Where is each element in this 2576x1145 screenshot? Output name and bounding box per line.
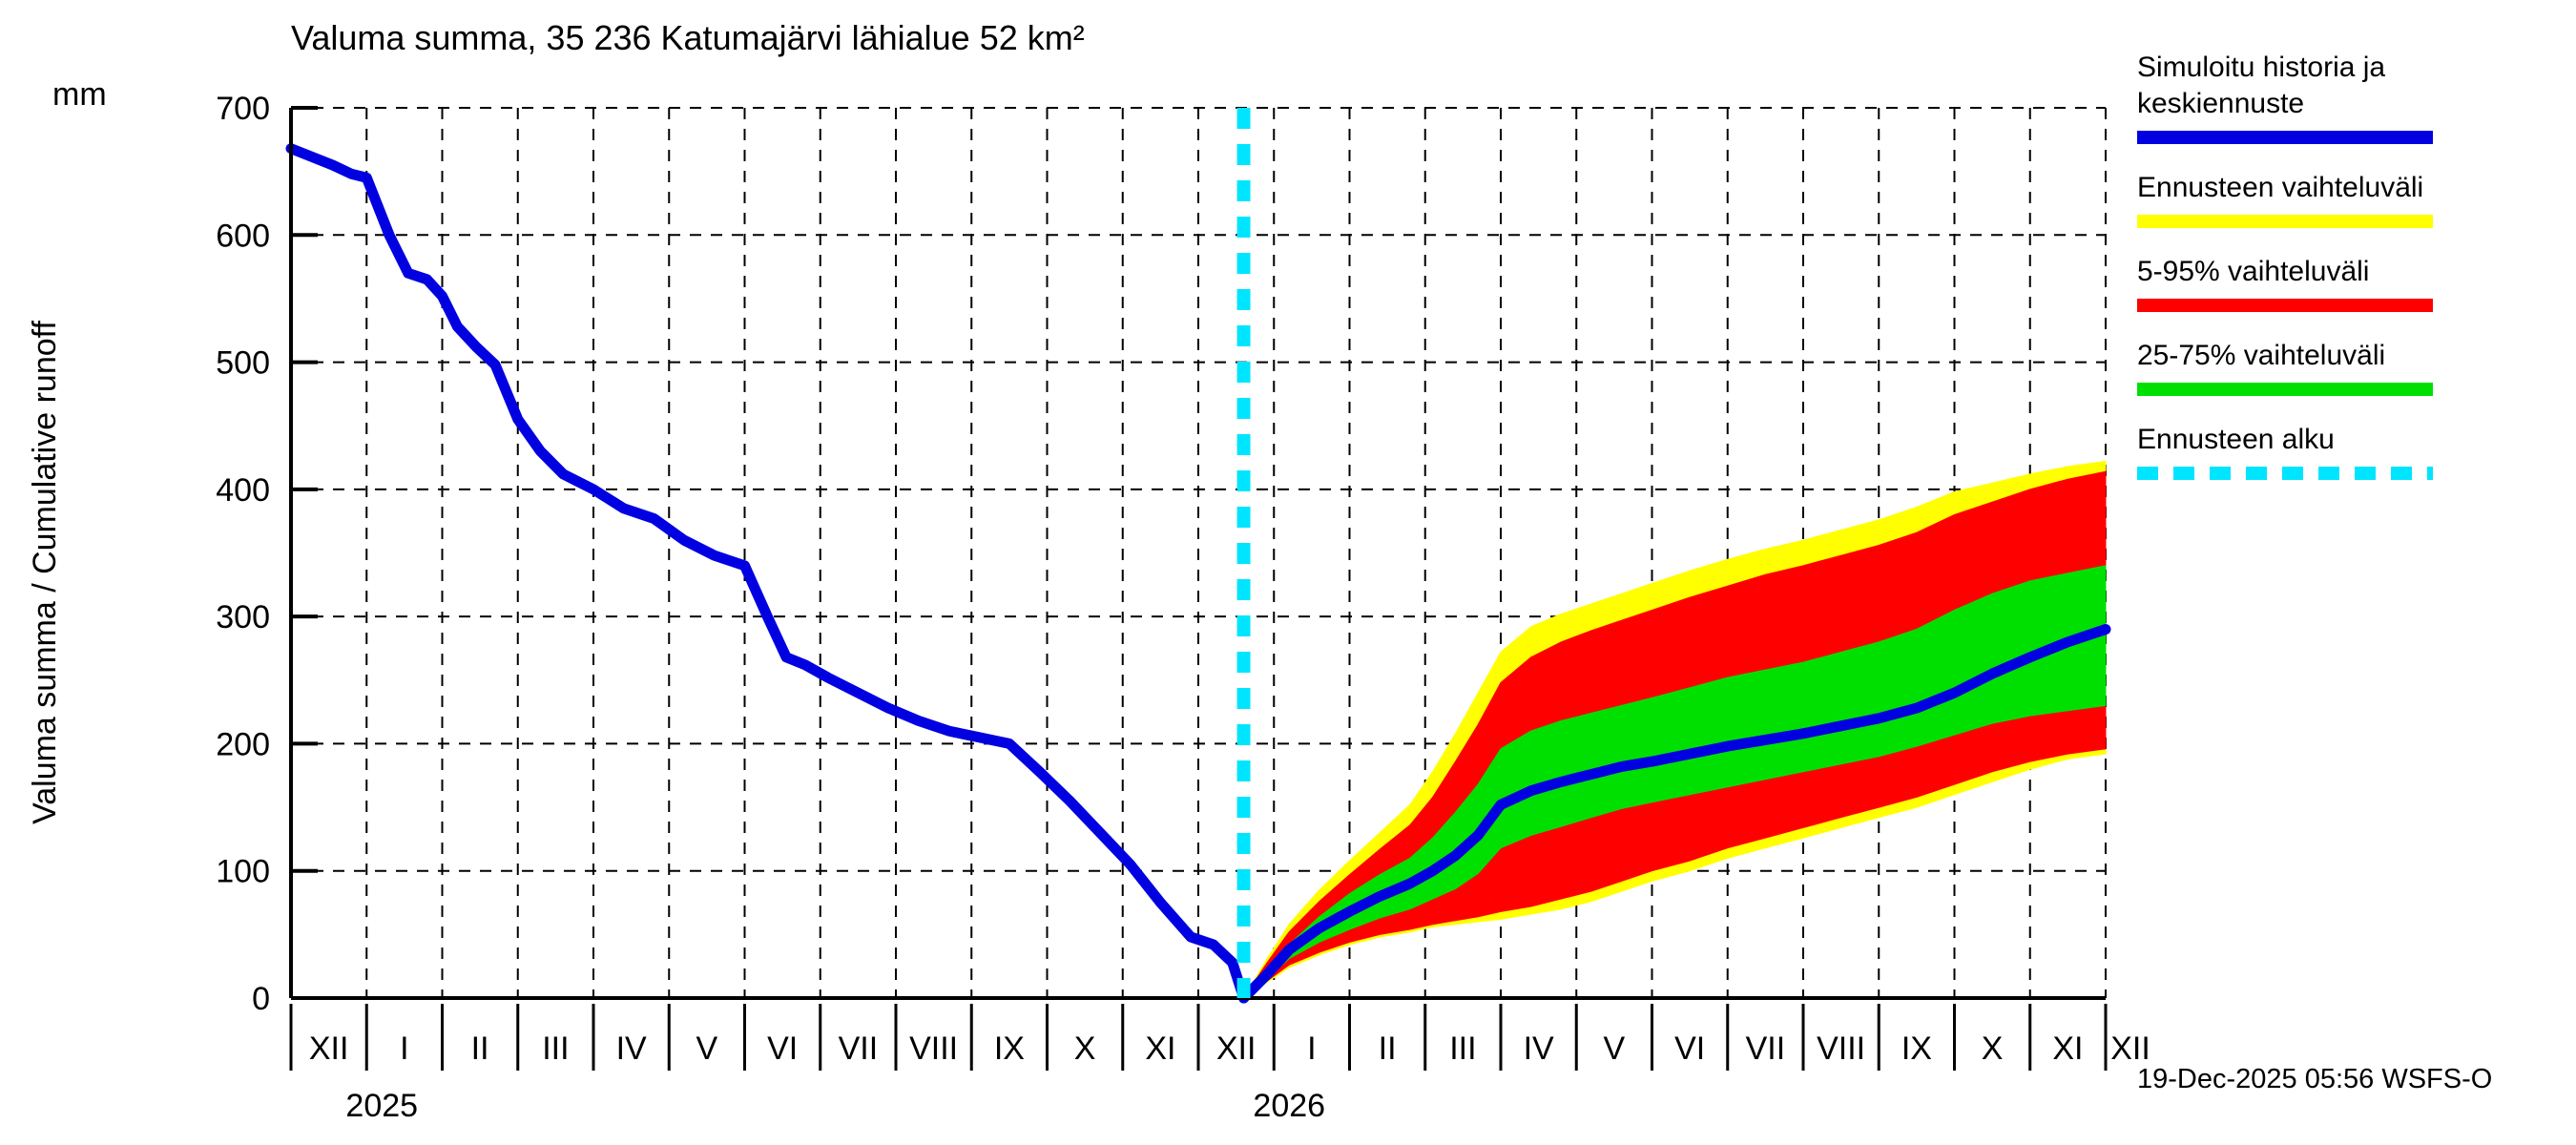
series-line xyxy=(1238,624,2111,1004)
y-tick-label: 300 xyxy=(216,599,270,635)
x-tick-label-month: I xyxy=(400,1030,408,1067)
x-tick-label-month: II xyxy=(471,1030,489,1067)
x-tick-label-month: X xyxy=(1982,1030,2004,1067)
chart-legend: Simuloitu historia ja keskiennuste Ennuste… xyxy=(2137,52,2433,480)
x-tick-label-month: III xyxy=(542,1030,569,1067)
band-00e000 xyxy=(1243,565,2107,999)
y-tick-label: 400 xyxy=(216,472,270,509)
forecast-bands xyxy=(1243,460,2107,999)
x-tick-label-year: 2026 xyxy=(1253,1088,1325,1124)
x-tick-label-month: X xyxy=(1074,1030,1096,1067)
y-tick-label: 200 xyxy=(216,726,270,762)
page-title: Valuma summa, 35 236 Katumajärvi lähialu… xyxy=(291,18,1085,57)
x-tick-label-month: XII xyxy=(309,1030,349,1067)
legend-label: 5-95% vaihteluväli xyxy=(2137,256,2369,287)
x-tick-label-month: V xyxy=(1604,1030,1626,1067)
x-tick-labels: XII I II III IV V VI VII VIII IX X XI XII I II III IV V VI… xyxy=(289,1004,2150,1124)
y-tick-label: 0 xyxy=(252,981,270,1017)
x-tick-label-month: IX xyxy=(1901,1030,1932,1067)
y-axis-unit: mm xyxy=(52,76,107,113)
axes xyxy=(289,106,2106,1000)
x-tick-label-month: VII xyxy=(1746,1030,1786,1067)
y-tick-label: 500 xyxy=(216,345,270,382)
x-tick-label-month: III xyxy=(1449,1030,1476,1067)
footer-timestamp: 19-Dec-2025 05:56 WSFS-O xyxy=(2137,1064,2492,1094)
x-tick-label-month: XII xyxy=(1216,1030,1257,1067)
x-tick-label-month: VI xyxy=(1674,1030,1705,1067)
x-tick-label-month: IV xyxy=(616,1030,647,1067)
legend-label: 25-75% vaihteluväli xyxy=(2137,340,2385,371)
x-tick-label-month: VI xyxy=(767,1030,798,1067)
y-axis-label: Valuma summa / Cumulative runoff xyxy=(27,321,63,824)
x-tick-label-month: V xyxy=(696,1030,718,1067)
y-tick-label: 700 xyxy=(216,91,270,127)
y-tick-label: 600 xyxy=(216,218,270,254)
x-tick-label-month: II xyxy=(1379,1030,1397,1067)
x-tick-label-month: XI xyxy=(2052,1030,2083,1067)
legend-label-line2: keskiennuste xyxy=(2137,88,2304,119)
x-tick-label-month: IV xyxy=(1524,1030,1554,1067)
legend-label: Simuloitu historia ja xyxy=(2137,52,2385,83)
legend-label: Ennusteen vaihteluväli xyxy=(2137,172,2423,203)
x-tick-label-month: XII xyxy=(2110,1030,2150,1067)
x-tick-label-month: VIII xyxy=(1817,1030,1865,1067)
data-lines xyxy=(285,143,2111,1004)
legend-label: Ennusteen alku xyxy=(2137,424,2335,455)
x-tick-label-month: IX xyxy=(994,1030,1025,1067)
y-tick-labels: 0 100 200 300 400 500 600 700 xyxy=(216,91,270,1017)
x-tick-label-year: 2025 xyxy=(345,1088,418,1124)
series-line xyxy=(285,143,1250,1004)
x-tick-label-month: VIII xyxy=(909,1030,958,1067)
y-tick-label: 100 xyxy=(216,854,270,890)
x-tick-label-month: VII xyxy=(839,1030,879,1067)
x-tick-label-month: XI xyxy=(1145,1030,1175,1067)
x-tick-label-month: I xyxy=(1307,1030,1316,1067)
